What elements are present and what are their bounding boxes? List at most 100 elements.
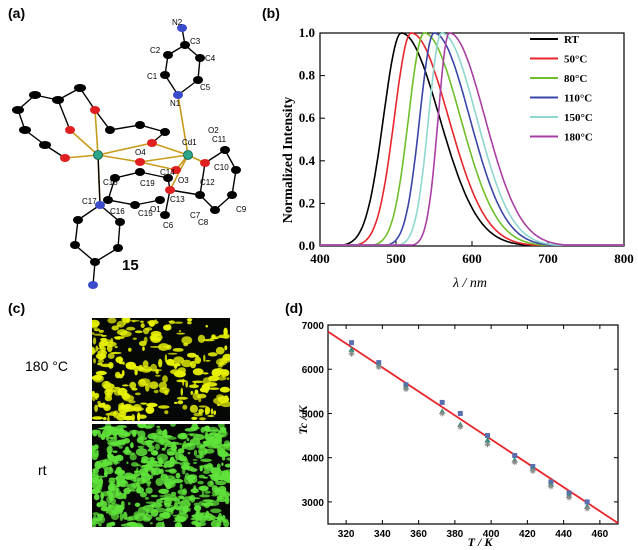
micrograph-particle bbox=[186, 318, 193, 322]
micrograph-particle bbox=[194, 505, 202, 512]
micrograph-particle bbox=[193, 502, 201, 507]
chart-b-ylabel: Normalized Intensity bbox=[281, 97, 296, 223]
micrograph-particle bbox=[102, 429, 112, 438]
micrograph-particle bbox=[188, 384, 199, 389]
y-tick-label: 5000 bbox=[302, 409, 325, 420]
micrograph-particle bbox=[176, 379, 187, 383]
micrograph-particle bbox=[192, 459, 198, 461]
data-point-star bbox=[348, 350, 355, 357]
micrograph-particle bbox=[194, 356, 202, 364]
micrograph-particle bbox=[198, 501, 205, 505]
micrograph-particle bbox=[146, 510, 156, 513]
micrograph-particle bbox=[115, 461, 120, 464]
micrograph-particle bbox=[156, 428, 162, 434]
svg-text:C19: C19 bbox=[140, 179, 155, 188]
micrograph-particle bbox=[213, 397, 225, 405]
micrograph-particle bbox=[203, 425, 210, 432]
micrograph-particle bbox=[146, 478, 151, 487]
micrograph-particle bbox=[159, 438, 169, 444]
svg-text:C4: C4 bbox=[205, 54, 216, 63]
x-tick-label: 420 bbox=[519, 529, 536, 540]
data-point-star bbox=[457, 423, 464, 430]
data-point-star bbox=[375, 364, 382, 371]
micrograph-particle bbox=[217, 518, 229, 523]
x-tick-label: 380 bbox=[447, 529, 464, 540]
data-point-square bbox=[485, 433, 490, 439]
micrograph-particle bbox=[104, 470, 108, 478]
micrograph-particle bbox=[164, 354, 168, 363]
micrograph-particle bbox=[211, 485, 218, 493]
micrograph-particle bbox=[179, 483, 183, 490]
micrograph-particle bbox=[192, 368, 204, 376]
micrograph-particle bbox=[150, 330, 162, 337]
micrograph-particle bbox=[187, 321, 192, 325]
svg-text:C1: C1 bbox=[147, 72, 158, 81]
micrograph-particle bbox=[159, 469, 163, 474]
micrograph-particle bbox=[100, 500, 108, 508]
x-tick-label: 320 bbox=[338, 529, 355, 540]
micrograph-particle bbox=[107, 317, 117, 324]
micrograph-particle bbox=[158, 488, 169, 494]
micrograph-top-label: 180 °C bbox=[25, 358, 68, 374]
micrograph-particle bbox=[182, 443, 193, 447]
micrograph-particle bbox=[176, 396, 188, 400]
micrograph-particle bbox=[159, 495, 166, 497]
micrograph-particle bbox=[221, 462, 224, 466]
legend-label-4: 150°C bbox=[564, 112, 593, 124]
micrograph-particle bbox=[155, 478, 164, 486]
micrograph-particle bbox=[210, 519, 222, 529]
micrograph-particle bbox=[158, 405, 170, 409]
micrograph-particle bbox=[94, 378, 100, 381]
micrograph-particle bbox=[118, 403, 124, 410]
micrograph-particle bbox=[144, 496, 149, 500]
micrograph-particle bbox=[132, 320, 136, 323]
micrograph-particle bbox=[205, 382, 218, 387]
micrograph-particle bbox=[98, 522, 102, 527]
chart-b-xlabel: λ / nm bbox=[452, 276, 487, 290]
micrograph-particle bbox=[91, 416, 104, 420]
micrograph-particle bbox=[195, 510, 202, 519]
micrograph-particle bbox=[148, 320, 155, 327]
micrograph-particle bbox=[110, 338, 114, 346]
micrograph-particle bbox=[103, 508, 113, 511]
micrograph-particle bbox=[139, 491, 147, 498]
micrograph-particle bbox=[89, 319, 100, 328]
micrograph-particle bbox=[128, 502, 131, 506]
svg-text:C2: C2 bbox=[150, 46, 161, 55]
micrograph-particle bbox=[110, 351, 122, 355]
legend-label-1: 50°C bbox=[564, 54, 587, 66]
micrograph-particle bbox=[122, 449, 132, 454]
micrograph-particle bbox=[95, 345, 99, 352]
micrograph-particle bbox=[204, 490, 211, 494]
micrograph-particle bbox=[164, 507, 174, 512]
svg-text:C12: C12 bbox=[200, 178, 215, 187]
micrograph-particle bbox=[189, 404, 198, 413]
micrograph-particle bbox=[143, 327, 150, 335]
micrograph-particle bbox=[138, 340, 147, 347]
micrograph-particle bbox=[170, 369, 181, 375]
x-tick-label: 400 bbox=[310, 251, 330, 266]
micrograph-particle bbox=[201, 488, 204, 496]
micrograph-particle bbox=[222, 353, 232, 361]
micrograph-particle bbox=[135, 482, 138, 485]
micrograph-particle bbox=[116, 414, 127, 421]
micrograph-particle bbox=[92, 447, 97, 451]
micrograph-particle bbox=[108, 456, 119, 463]
micrograph-particle bbox=[142, 505, 154, 512]
micrograph-particle bbox=[100, 363, 112, 368]
micrograph-particle bbox=[204, 514, 207, 519]
micrograph-particle bbox=[104, 395, 113, 402]
data-point-square bbox=[439, 399, 445, 405]
micrograph-particle bbox=[122, 511, 128, 520]
micrograph-particle bbox=[182, 505, 189, 513]
micrograph-particle bbox=[121, 392, 131, 400]
micrograph-particle bbox=[168, 441, 180, 444]
panel-label-b: (b) bbox=[262, 5, 280, 21]
micrograph-particle bbox=[177, 400, 184, 405]
micrograph-particle bbox=[126, 521, 138, 527]
micrograph-particle bbox=[174, 401, 178, 404]
data-point-star bbox=[584, 505, 591, 512]
micrograph-particle bbox=[92, 337, 97, 345]
micrograph-rt bbox=[87, 421, 235, 532]
micrograph-particle bbox=[125, 361, 137, 370]
